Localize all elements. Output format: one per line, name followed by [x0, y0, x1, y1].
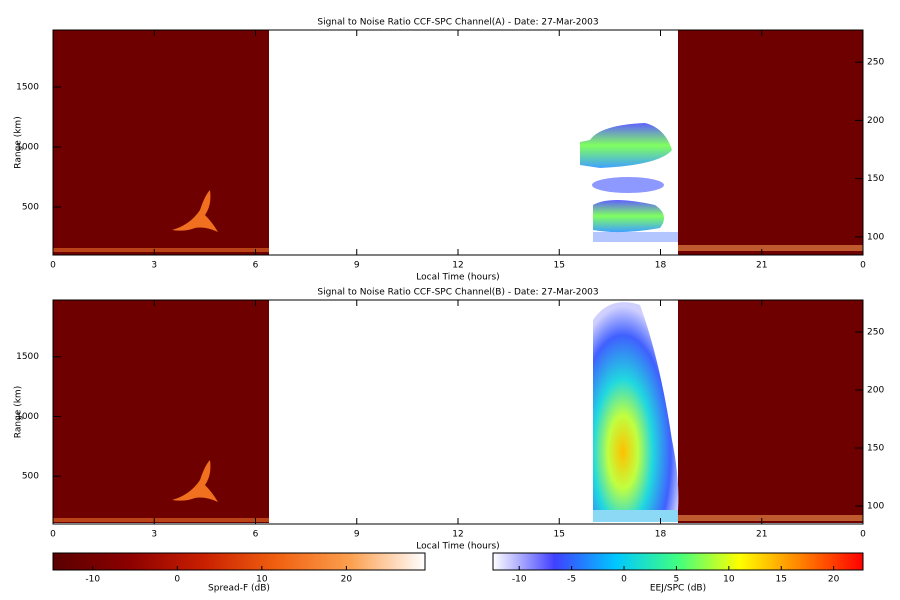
x-tick-label: 15 — [554, 530, 565, 540]
y-tick-label: 500 — [22, 472, 39, 482]
panel-title: Signal to Noise Ratio CCF-SPC Channel(B)… — [317, 288, 598, 298]
y-axis-label: Range (km) — [14, 386, 24, 438]
colorbar-tick-label: 15 — [776, 575, 787, 585]
y2-tick-label: 150 — [867, 444, 884, 454]
x-tick-label: 9 — [354, 530, 360, 540]
colorbar-tick-label: 10 — [256, 575, 268, 585]
y2-tick-label: 100 — [867, 502, 884, 512]
colorbar-label: Spread-F (dB) — [208, 584, 270, 594]
x-tick-label: 12 — [452, 530, 463, 540]
colorbar-tick-label: 0 — [174, 575, 180, 585]
y2-tick-label: 150 — [867, 174, 884, 184]
colorbar-tick-label: 5 — [674, 575, 680, 585]
y2-tick-label: 100 — [867, 232, 884, 242]
colorbar-tick-label: 0 — [621, 575, 627, 585]
y2-tick-label: 250 — [867, 328, 884, 338]
x-axis-label: Local Time (hours) — [416, 273, 499, 283]
y2-tick-label: 200 — [867, 116, 884, 126]
x-tick-label: 15 — [554, 261, 565, 271]
y2-tick-label: 200 — [867, 386, 884, 396]
x-tick-label: 21 — [756, 261, 767, 271]
x-tick-label: 21 — [756, 530, 767, 540]
y2-tick-label: 250 — [867, 58, 884, 68]
y-tick-label: 1000 — [16, 412, 39, 422]
colorbar-tick-label: -5 — [567, 575, 576, 585]
y-tick-label: 1000 — [16, 143, 39, 153]
y-tick-label: 1500 — [16, 83, 39, 93]
x-axis-label: Local Time (hours) — [416, 542, 499, 552]
x-tick-label: 0 — [860, 530, 866, 540]
x-tick-label: 9 — [354, 261, 360, 271]
colorbar-tick-label: 10 — [723, 575, 735, 585]
colorbar-label: EEJ/SPC (dB) — [650, 584, 706, 594]
y-tick-label: 1500 — [16, 352, 39, 362]
x-tick-label: 0 — [50, 261, 56, 271]
panel-title: Signal to Noise Ratio CCF-SPC Channel(A)… — [317, 18, 598, 28]
heatmap-image — [53, 30, 863, 523]
x-tick-label: 0 — [860, 261, 866, 271]
x-tick-label: 18 — [655, 261, 667, 271]
y-axis-label: Range (km) — [14, 116, 24, 168]
x-tick-label: 18 — [655, 530, 667, 540]
colorbar — [52, 552, 426, 571]
colorbar — [492, 552, 864, 571]
colorbar-tick-label: 20 — [828, 575, 840, 585]
x-tick-label: 6 — [253, 261, 259, 271]
x-tick-label: 3 — [151, 261, 157, 271]
x-tick-label: 3 — [151, 530, 157, 540]
colorbar-tick-label: -10 — [85, 575, 100, 585]
x-tick-label: 0 — [50, 530, 56, 540]
x-tick-label: 6 — [253, 530, 259, 540]
colorbar-tick-label: 20 — [341, 575, 353, 585]
colorbar-tick-label: -10 — [512, 575, 527, 585]
x-tick-label: 12 — [452, 261, 463, 271]
y-tick-label: 500 — [22, 203, 39, 213]
